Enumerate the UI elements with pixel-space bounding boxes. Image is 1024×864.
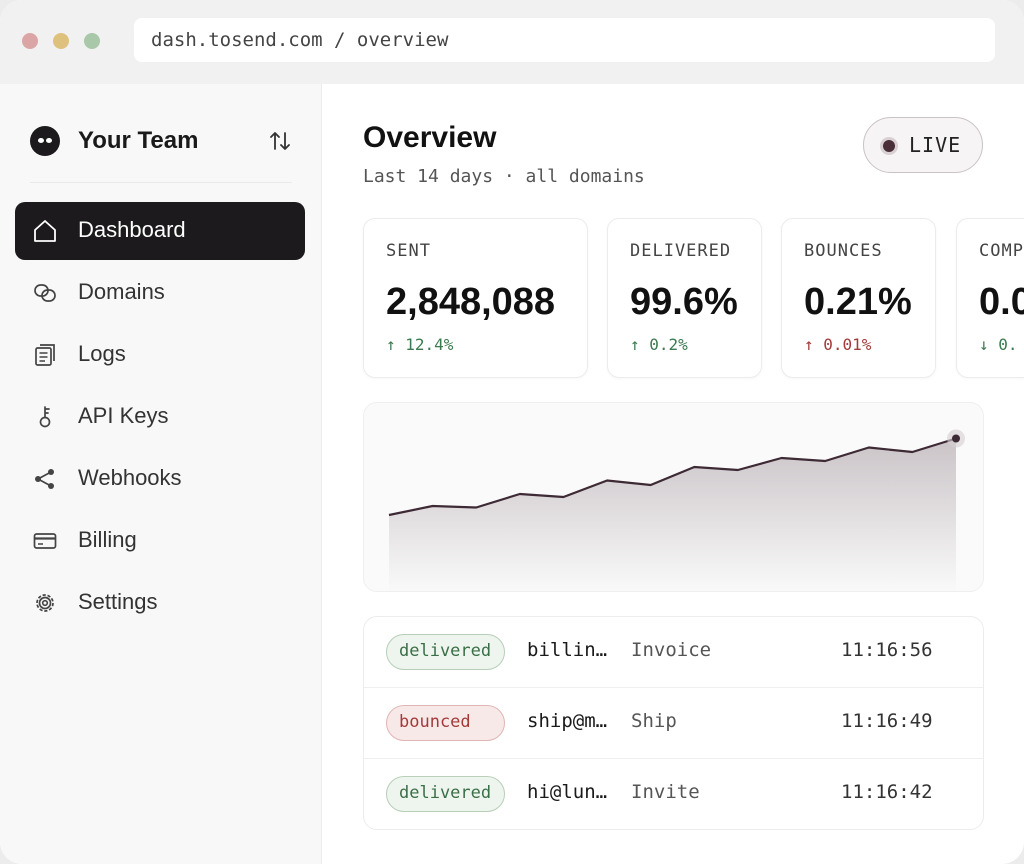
sidebar-item-logs[interactable]: Logs <box>15 326 305 384</box>
stat-delta: ↑ 0.01% <box>804 335 872 354</box>
status-badge: bounced <box>386 705 505 741</box>
minimize-window-button[interactable] <box>53 33 69 49</box>
sidebar-divider <box>30 182 292 183</box>
page-title: Overview <box>363 121 497 154</box>
share-icon <box>35 469 54 489</box>
row-subject: Invite <box>631 781 700 803</box>
stat-value: 0.21% <box>804 281 912 323</box>
maximize-window-button[interactable] <box>84 33 100 49</box>
sidebar-item-domains[interactable]: Domains <box>15 264 305 322</box>
row-time: 11:16:42 <box>841 781 933 803</box>
link-icon <box>34 284 56 302</box>
address-bar[interactable]: dash.tosend.com / overview <box>134 18 995 62</box>
sidebar-item-billing[interactable]: Billing <box>15 512 305 570</box>
sidebar-item-label: Webhooks <box>78 465 182 490</box>
row-sender: hi@lun… <box>527 781 608 803</box>
main-content: Overview Last 14 days · all domains LIVE… <box>323 84 1024 864</box>
chart-area <box>389 438 956 591</box>
stat-label: DELIVERED <box>630 241 732 261</box>
key-icon <box>39 406 51 428</box>
chart-series-line <box>388 437 957 517</box>
row-subject: Ship <box>631 710 677 732</box>
sent-volume-chart <box>363 402 984 592</box>
live-toggle[interactable]: LIVE <box>863 117 983 173</box>
stat-value: 2,848,088 <box>386 281 556 323</box>
stat-delta: ↑ 0.2% <box>630 335 688 354</box>
recent-activity-list: delivered billin… Invoice 11:16:56 bounc… <box>363 616 984 830</box>
sidebar-item-label: Billing <box>78 527 137 552</box>
sidebar-item-api-keys[interactable]: API Keys <box>15 388 305 446</box>
stat-label: COMP <box>979 241 1024 261</box>
credit-card-icon <box>33 533 57 549</box>
close-window-button[interactable] <box>22 33 38 49</box>
stat-card-sent: SENT 2,848,088 ↑ 12.4% <box>363 218 588 378</box>
live-label: LIVE <box>909 133 962 157</box>
stat-label: BOUNCES <box>804 241 883 261</box>
sidebar-item-label: Settings <box>78 589 158 614</box>
sidebar-item-label: Dashboard <box>78 217 186 242</box>
document-icon <box>35 344 55 366</box>
chart-svg <box>388 429 965 591</box>
stat-card-complaints: COMP 0.0 ↓ 0. <box>956 218 1024 378</box>
stat-delta: ↑ 12.4% <box>386 335 454 354</box>
sidebar-item-label: Domains <box>78 279 165 304</box>
switch-arrows-icon[interactable] <box>268 128 292 154</box>
chart-latest-point <box>952 434 960 443</box>
stat-card-delivered: DELIVERED 99.6% ↑ 0.2% <box>607 218 762 378</box>
sidebar-item-webhooks[interactable]: Webhooks <box>15 450 305 508</box>
table-row[interactable]: bounced ship@m… Ship 11:16:49 <box>364 688 983 759</box>
sidebar-item-settings[interactable]: Settings <box>15 574 305 632</box>
row-sender: ship@m… <box>527 710 608 732</box>
status-badge: delivered <box>386 634 505 670</box>
table-row[interactable]: delivered hi@lun… Invite 11:16:42 <box>364 759 983 829</box>
sidebar-item-label: Logs <box>78 341 126 366</box>
row-sender: billin… <box>527 639 608 661</box>
home-icon <box>34 220 56 242</box>
team-switcher[interactable]: Your Team <box>30 122 292 160</box>
stat-card-bounces: BOUNCES 0.21% ↑ 0.01% <box>781 218 936 378</box>
row-time: 11:16:49 <box>841 710 933 732</box>
stat-value: 99.6% <box>630 281 738 323</box>
stat-delta: ↓ 0. <box>979 335 1018 354</box>
table-row[interactable]: delivered billin… Invoice 11:16:56 <box>364 617 983 688</box>
stat-label: SENT <box>386 241 431 261</box>
browser-titlebar: dash.tosend.com / overview <box>0 0 1024 84</box>
team-name: Your Team <box>78 127 199 154</box>
gear-icon <box>36 594 54 612</box>
row-time: 11:16:56 <box>841 639 933 661</box>
status-badge: delivered <box>386 776 505 812</box>
live-indicator-icon <box>883 140 895 152</box>
page-subtitle: Last 14 days · all domains <box>363 166 645 187</box>
row-subject: Invoice <box>631 639 712 661</box>
stat-value: 0.0 <box>979 281 1024 323</box>
sidebar-item-label: API Keys <box>78 403 169 428</box>
sidebar-item-dashboard[interactable]: Dashboard <box>15 202 305 260</box>
team-avatar <box>30 126 60 156</box>
sidebar: Your Team Dashboard Domains <box>0 84 322 864</box>
